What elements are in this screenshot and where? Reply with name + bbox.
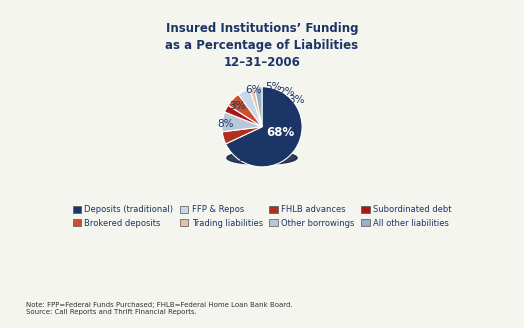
Text: 5%: 5%	[238, 153, 255, 163]
Wedge shape	[228, 94, 262, 127]
Text: 8%: 8%	[217, 119, 234, 129]
Legend: Deposits (traditional), Brokered deposits, FFP & Repos, Trading liabilities, FHL: Deposits (traditional), Brokered deposit…	[69, 202, 455, 231]
Text: 3%: 3%	[288, 94, 304, 105]
Ellipse shape	[227, 151, 297, 164]
Wedge shape	[249, 87, 262, 127]
Text: 6%: 6%	[245, 85, 261, 95]
Wedge shape	[238, 89, 262, 127]
Wedge shape	[222, 112, 262, 132]
Wedge shape	[226, 87, 302, 167]
Wedge shape	[255, 87, 262, 127]
Text: 3%: 3%	[229, 101, 245, 111]
Text: 5%: 5%	[265, 83, 281, 92]
Text: Note: FPP=Federal Funds Purchased; FHLB=Federal Home Loan Bank Board.
Source: Ca: Note: FPP=Federal Funds Purchased; FHLB=…	[26, 302, 293, 315]
Title: Insured Institutions’ Funding
as a Percentage of Liabilities
12–31–2006: Insured Institutions’ Funding as a Perce…	[166, 22, 358, 69]
Wedge shape	[225, 105, 262, 127]
Text: 68%: 68%	[266, 126, 294, 139]
Text: 2%: 2%	[278, 87, 294, 97]
Wedge shape	[222, 127, 262, 144]
